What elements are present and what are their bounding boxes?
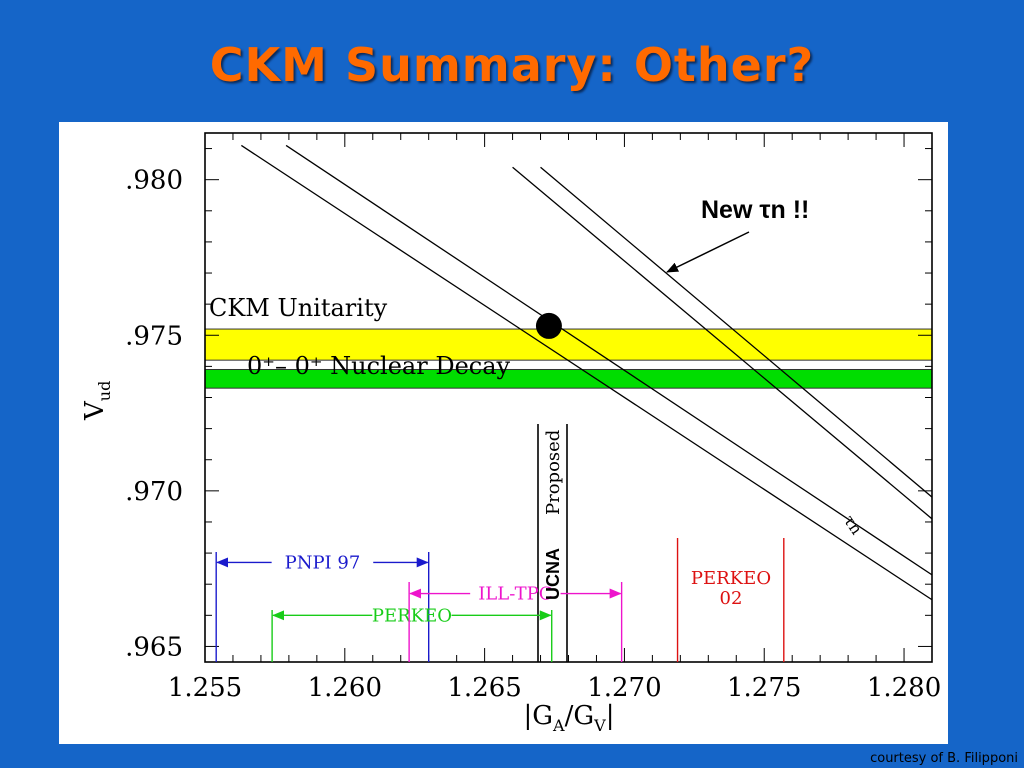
ckm-chart: 1.255 1.260 1.265 1.270 1.275 1.280 .965 .970 .9… — [80, 132, 941, 735]
x-tick-label: 1.270 — [587, 673, 661, 703]
new-tau-n-label: New τn !! — [701, 196, 809, 224]
new-tau-n-line-2 — [512, 166, 932, 520]
pnpi-97-label: PNPI 97 — [285, 552, 361, 573]
perkeo-02-label-line1: PERKEO — [691, 568, 771, 589]
nuclear-decay-label: 0⁺– 0⁺ Nuclear Decay — [247, 352, 511, 380]
proposed-label: Proposed — [543, 430, 564, 515]
band-ckm-unitarity — [204, 328, 933, 361]
x-tick-label: 1.265 — [447, 673, 521, 703]
ckm-unitarity-label: CKM Unitarity — [209, 294, 388, 322]
slide-title: CKM Summary: Other? — [209, 38, 815, 92]
bands-layer — [204, 328, 933, 389]
plot-frame — [204, 132, 933, 663]
x-tick-label: 1.260 — [308, 673, 382, 703]
x-tick-label: 1.275 — [727, 673, 801, 703]
perkeo-02-label-line2: 02 — [720, 588, 743, 609]
lines-layer — [240, 144, 932, 601]
tau-n-line-1 — [285, 144, 932, 576]
tau-n-label: τn — [840, 511, 867, 538]
ucna-label: UCNA — [543, 548, 563, 600]
x-tick-label: 1.255 — [168, 673, 242, 703]
y-tick-label: .970 — [125, 477, 183, 507]
credit-text: courtesy of B. Filipponi — [870, 751, 1018, 766]
y-tick-label: .975 — [125, 321, 183, 351]
perkeo-label: PERKEO — [372, 605, 452, 626]
chart-panel: 1.255 1.260 1.265 1.270 1.275 1.280 .965 .970 .9… — [59, 122, 948, 744]
y-axis-title: Vud — [80, 381, 114, 421]
new-tau-pointer-arrow — [666, 231, 750, 273]
y-tick-label: .980 — [125, 166, 183, 196]
axes-layer: 1.255 1.260 1.265 1.270 1.275 1.280 .965 .970 .9… — [125, 132, 941, 703]
x-axis-title: |GA/GV| — [524, 701, 615, 735]
y-tick-label: .965 — [125, 632, 183, 662]
ill-tpc-label: ILL-TPC — [478, 584, 552, 605]
x-tick-label: 1.280 — [867, 673, 941, 703]
new-tau-n-line-3 — [540, 166, 932, 498]
combined-point — [535, 312, 562, 339]
tau-n-line-0 — [240, 144, 932, 601]
measurements-layer: PNPI 97 PERKEO ILL-TPC — [215, 538, 785, 662]
